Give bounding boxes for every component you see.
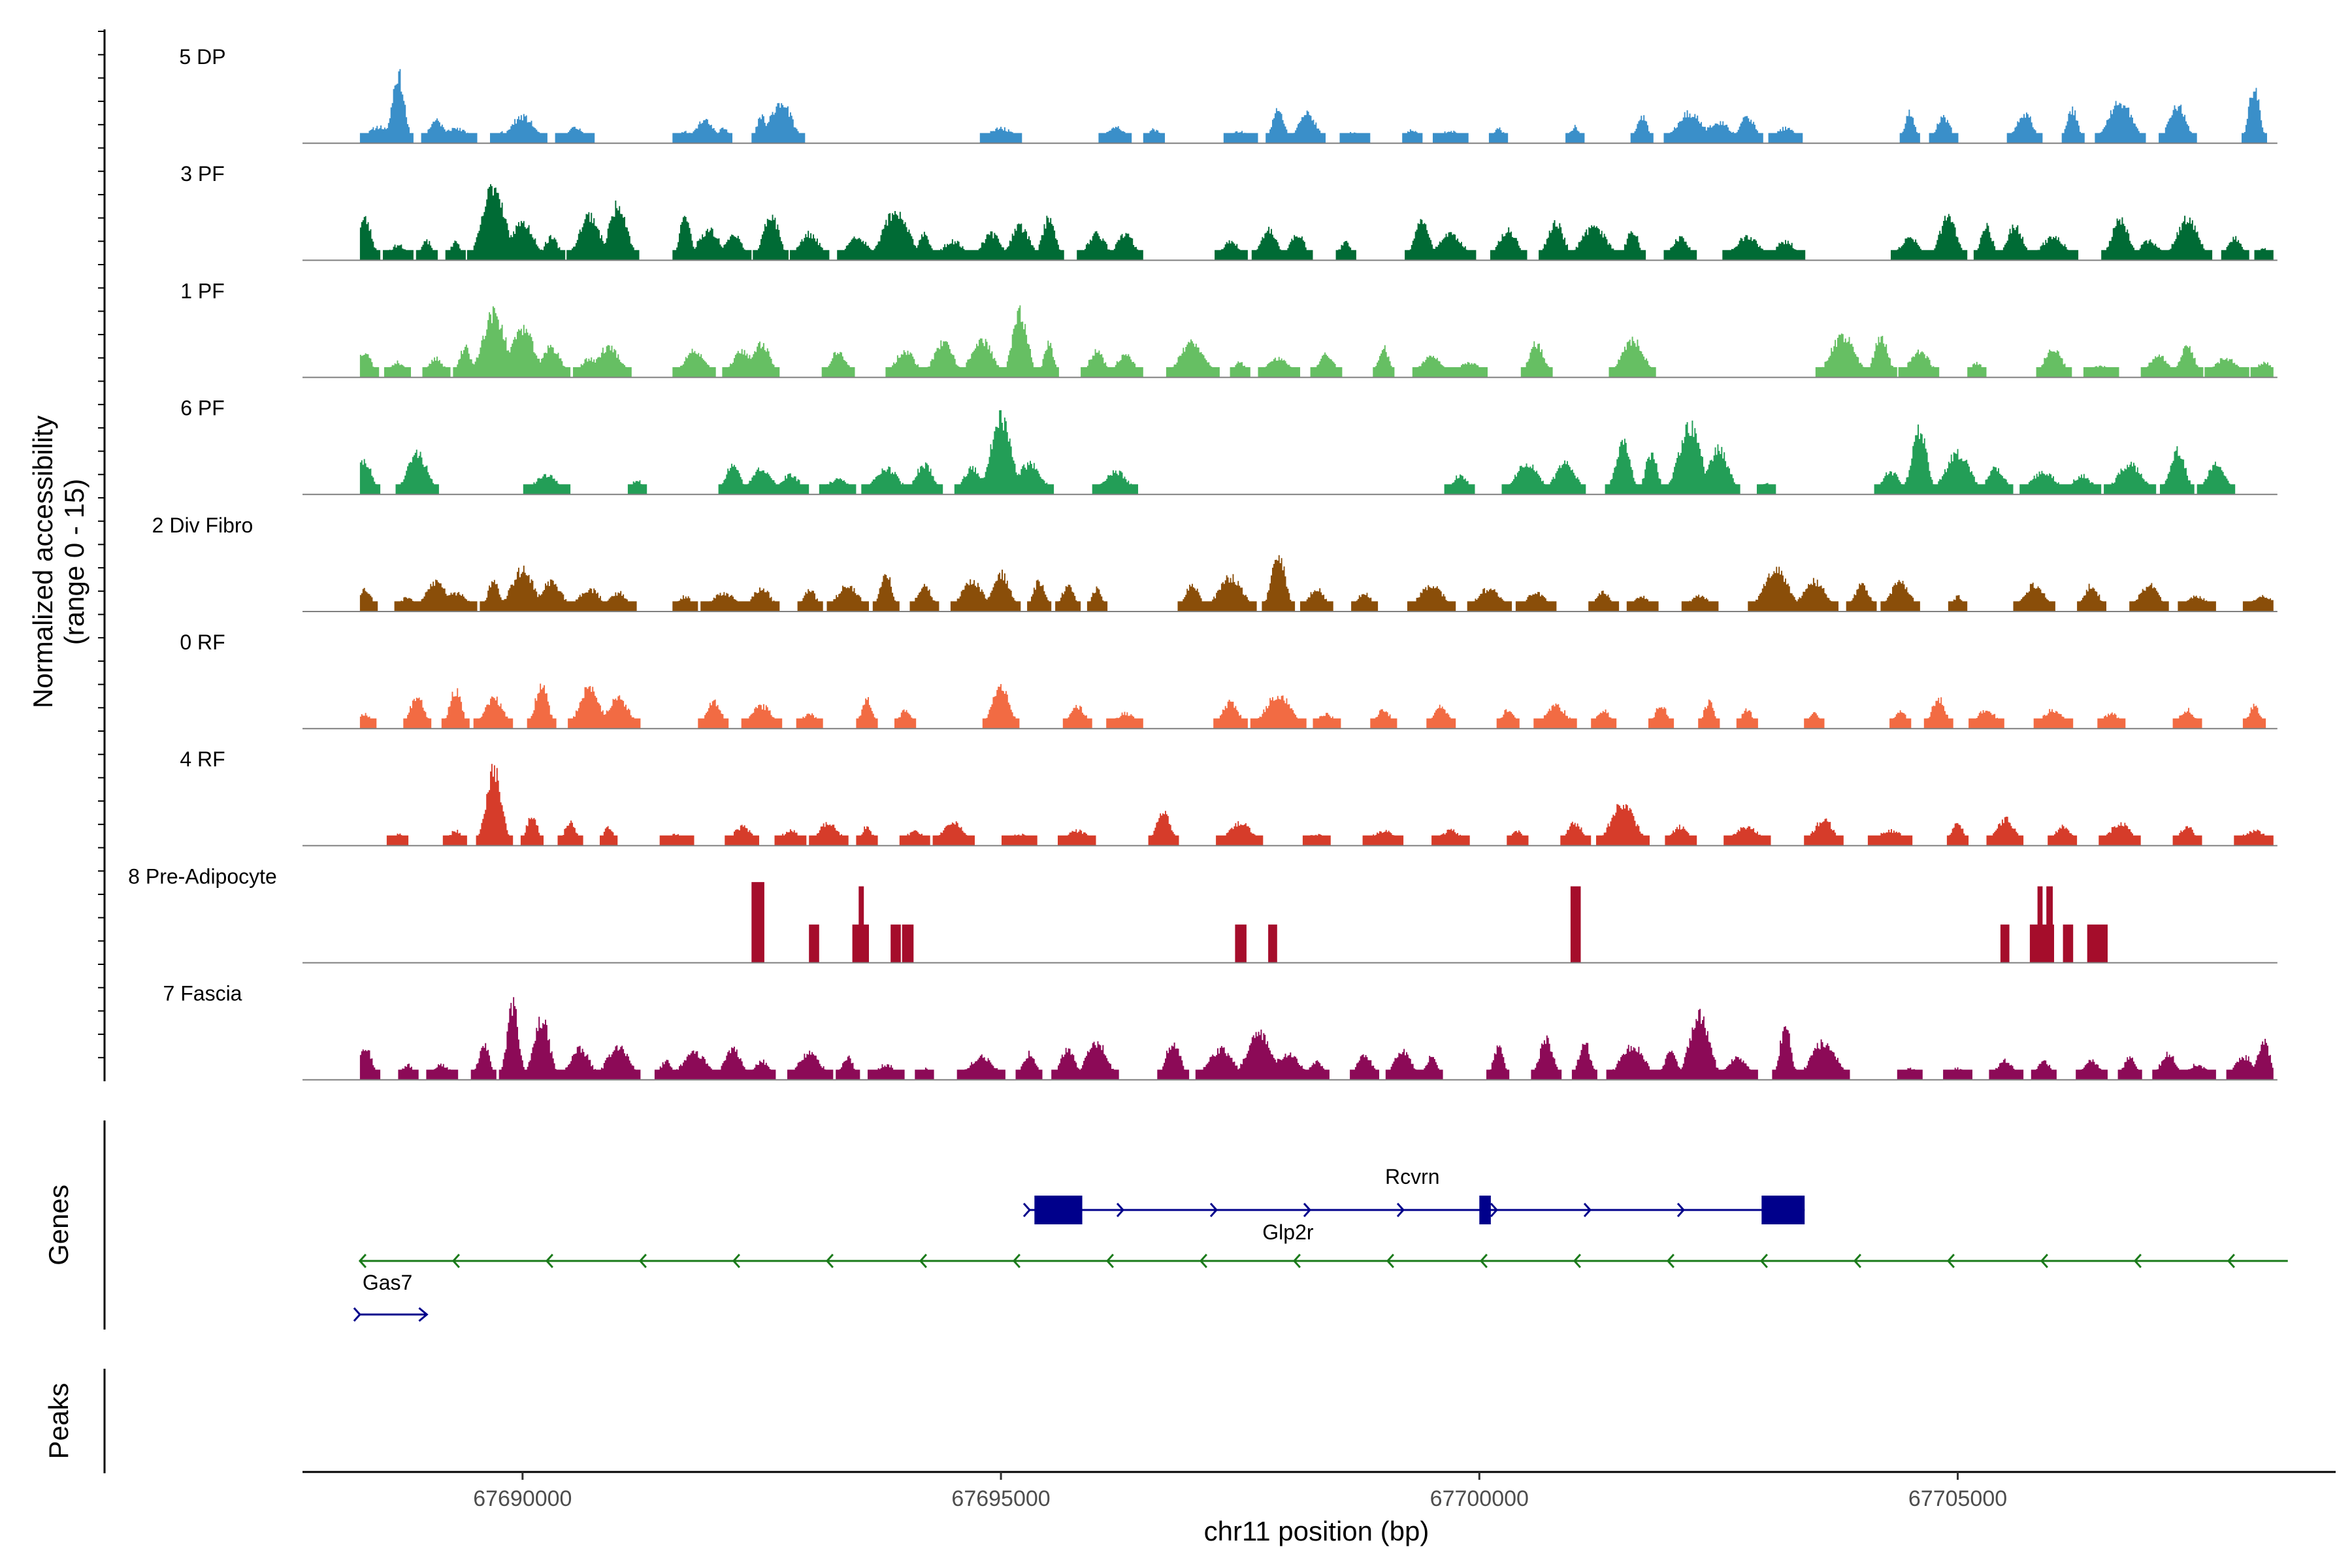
coverage-area: [359, 764, 2274, 846]
strand-arrow: [1396, 1202, 1405, 1218]
track-label: 1 PF: [180, 279, 225, 302]
gene-label: Rcvrn: [1385, 1165, 1440, 1188]
track-4-rf: 4 RF: [180, 747, 2278, 847]
strand-arrow: [1759, 1253, 1768, 1269]
exon-block: [1761, 1196, 1805, 1224]
strand-arrow: [418, 1307, 429, 1322]
coverage-tracks: 5 DP 3 PF 1 PF 6 PF 2 Div Fibro 0 RF 4 RF 8 Pre…: [128, 45, 2278, 1081]
y-axis-subtitle: (range 0 - 15): [59, 479, 90, 645]
track-6-pf: 6 PF: [180, 397, 2278, 495]
track-label: 2 Div Fibro: [152, 514, 253, 537]
track-0-rf: 0 RF: [180, 630, 2278, 730]
coverage-area: [359, 305, 2274, 378]
strand-arrow: [1583, 1202, 1592, 1218]
coverage-area: [359, 683, 2274, 729]
x-tick-label: 67700000: [1430, 1486, 1529, 1511]
strand-arrow: [1386, 1253, 1394, 1269]
gene-rcvrn: Rcvrn: [1022, 1165, 1805, 1224]
strand-arrow: [1209, 1202, 1218, 1218]
track-label: 8 Pre-Adipocyte: [128, 864, 277, 888]
x-axis-title: chr11 position (bp): [1204, 1516, 1429, 1546]
track-2-div-fibro: 2 Div Fibro: [152, 514, 2278, 612]
strand-arrow: [1022, 1202, 1032, 1218]
x-tick-label: 67705000: [1908, 1486, 2007, 1511]
coverage-area: [359, 997, 2274, 1080]
track-1-pf: 1 PF: [180, 279, 2278, 378]
exon-block: [1479, 1196, 1491, 1224]
accessibility-y-ticks: [98, 31, 105, 1058]
strand-arrow: [1105, 1253, 1114, 1269]
x-axis-ticks: 67690000 67695000 67700000 67705000: [473, 1472, 2007, 1511]
strand-arrow: [2133, 1253, 2142, 1269]
strand-arrow: [2040, 1253, 2048, 1269]
strand-arrow: [919, 1253, 927, 1269]
strand-arrow: [1479, 1253, 1488, 1269]
genes-axis-title: Genes: [43, 1184, 74, 1266]
exon-block: [1034, 1196, 1083, 1224]
strand-arrow: [451, 1253, 460, 1269]
strand-arrow: [1199, 1253, 1207, 1269]
x-tick-label: 67690000: [473, 1486, 572, 1511]
x-tick-label: 67695000: [951, 1486, 1050, 1511]
gene-glp2r: Glp2r: [358, 1220, 2288, 1269]
strand-arrow: [358, 1253, 367, 1269]
strand-arrow: [638, 1253, 647, 1269]
y-axis-title: Normalized accessibility: [27, 416, 58, 708]
gene-label: Glp2r: [1262, 1220, 1314, 1244]
gene-label: Gas7: [363, 1271, 412, 1294]
coverage-area: [359, 69, 2274, 144]
strand-arrow: [1573, 1253, 1581, 1269]
track-label: 6 PF: [180, 397, 225, 420]
coverage-area: [359, 184, 2274, 261]
strand-arrow: [1292, 1253, 1301, 1269]
strand-arrow: [1666, 1253, 1674, 1269]
coverage-area: [359, 410, 2274, 495]
strand-arrow: [1676, 1202, 1686, 1218]
strand-arrow: [353, 1307, 361, 1322]
strand-arrow: [1303, 1202, 1312, 1218]
coverage-area: [359, 555, 2274, 612]
strand-arrow: [1946, 1253, 1955, 1269]
strand-arrow: [732, 1253, 740, 1269]
strand-arrow: [1490, 1202, 1499, 1218]
track-label: 7 Fascia: [163, 982, 242, 1005]
gene-annotation-track: Rcvrn Glp2r Gas7: [353, 1165, 2288, 1322]
track-8-pre-adipocyte: 8 Pre-Adipocyte: [128, 864, 2278, 964]
track-label: 5 DP: [179, 45, 225, 69]
coverage-area: [359, 882, 2274, 963]
strand-arrow: [545, 1253, 553, 1269]
strand-arrow: [825, 1253, 834, 1269]
strand-arrow: [1012, 1253, 1021, 1269]
track-label: 0 RF: [180, 630, 225, 654]
track-label: 4 RF: [180, 747, 225, 771]
strand-arrow: [1853, 1253, 1861, 1269]
strand-arrow: [1116, 1202, 1125, 1218]
peaks-axis-title: Peaks: [43, 1383, 74, 1460]
track-5-dp: 5 DP: [179, 45, 2278, 144]
gene-gas7: Gas7: [353, 1271, 429, 1322]
track-7-fascia: 7 Fascia: [163, 982, 2278, 1081]
track-3-pf: 3 PF: [180, 162, 2278, 261]
strand-arrow: [2227, 1253, 2235, 1269]
track-label: 3 PF: [180, 162, 225, 186]
